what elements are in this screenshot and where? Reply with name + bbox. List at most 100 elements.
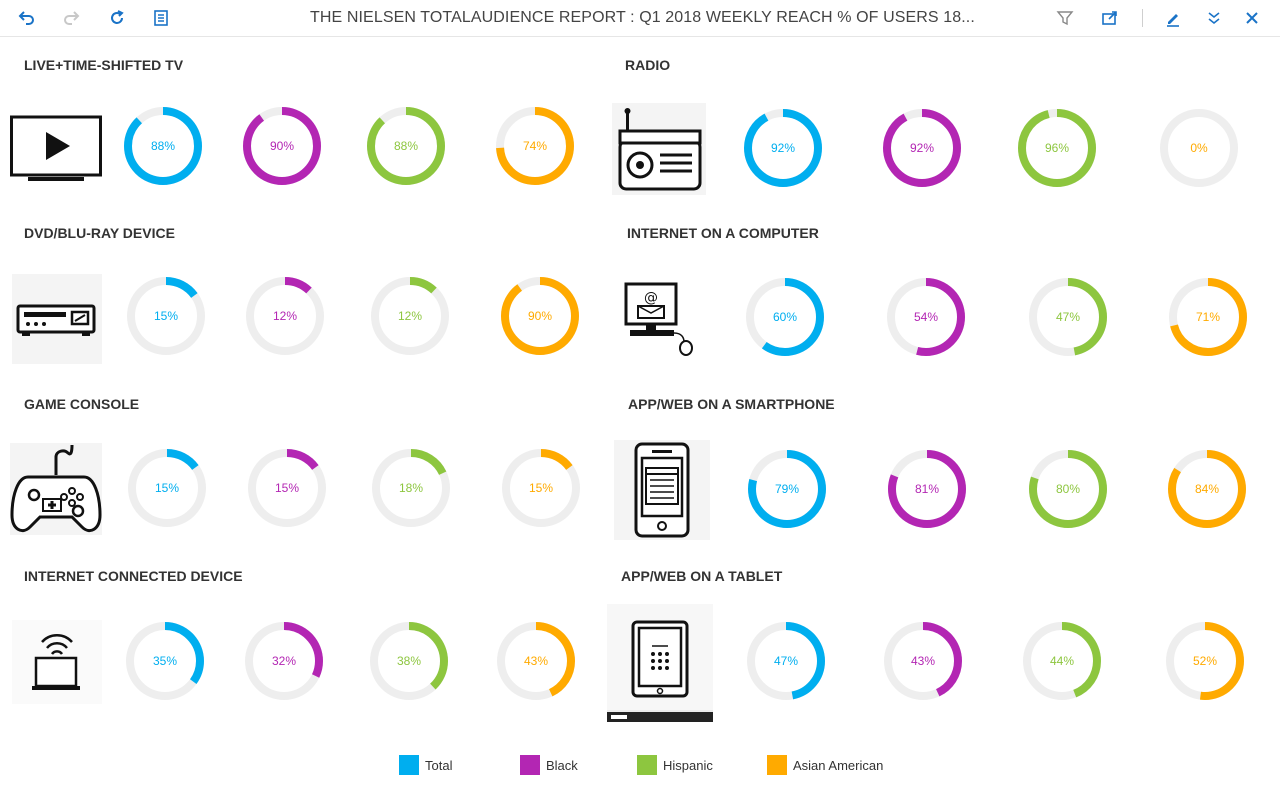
donut-arc	[883, 109, 961, 187]
section-title-tablet: APP/WEB ON A TABLET	[621, 568, 783, 584]
connected-device-icon	[12, 620, 102, 709]
donut-track	[748, 450, 826, 528]
donut-arc	[371, 277, 449, 355]
donut-connected-device-total[interactable]: 35%	[126, 622, 204, 700]
donut-game-console-hispanic[interactable]: 18%	[372, 449, 450, 527]
undo-icon[interactable]	[14, 6, 38, 30]
donut-value-label: 71%	[1196, 310, 1220, 324]
refresh-icon[interactable]	[105, 6, 129, 30]
donut-tablet-total[interactable]: 47%	[747, 622, 825, 700]
donut-arc	[245, 622, 323, 700]
donut-arc	[126, 622, 204, 700]
legend-swatch-total	[399, 755, 419, 775]
donut-live-tv-black[interactable]: 90%	[243, 107, 321, 185]
donut-arc	[127, 277, 205, 355]
donut-track	[367, 107, 445, 185]
donut-track	[883, 109, 961, 187]
donut-game-console-total[interactable]: 15%	[128, 449, 206, 527]
donut-dvd-total[interactable]: 15%	[127, 277, 205, 355]
donut-game-console-asian-american[interactable]: 15%	[502, 449, 580, 527]
legend-item-black[interactable]: Black	[520, 754, 578, 776]
donut-value-label: 88%	[151, 139, 175, 153]
legend-swatch-black	[520, 755, 540, 775]
donut-value-label: 80%	[1056, 482, 1080, 496]
list-icon[interactable]	[149, 6, 173, 30]
donut-radio-asian-american[interactable]: 0%	[1160, 109, 1238, 187]
donut-arc	[746, 278, 824, 356]
legend-item-hispanic[interactable]: Hispanic	[637, 754, 713, 776]
redo-icon[interactable]	[60, 6, 84, 30]
donut-track	[243, 107, 321, 185]
donut-arc	[884, 622, 962, 700]
donut-value-label: 84%	[1195, 482, 1219, 496]
donut-smartphone-asian-american[interactable]: 84%	[1168, 450, 1246, 528]
donut-arc	[248, 449, 326, 527]
donut-connected-device-black[interactable]: 32%	[245, 622, 323, 700]
legend-swatch-hispanic	[637, 755, 657, 775]
donut-arc	[501, 277, 579, 355]
legend-swatch-asian-american	[767, 755, 787, 775]
donut-value-label: 15%	[154, 309, 178, 323]
close-icon[interactable]	[1240, 6, 1264, 30]
donut-value-label: 0%	[1190, 141, 1208, 155]
section-title-internet-computer: INTERNET ON A COMPUTER	[627, 225, 819, 241]
donut-game-console-black[interactable]: 15%	[248, 449, 326, 527]
donut-value-label: 32%	[272, 654, 296, 668]
donut-tablet-asian-american[interactable]: 52%	[1166, 622, 1244, 700]
donut-track	[501, 277, 579, 355]
legend-item-total[interactable]: Total	[399, 754, 452, 776]
donut-track	[1166, 622, 1244, 700]
donut-value-label: 43%	[911, 654, 935, 668]
donut-value-label: 81%	[915, 482, 939, 496]
donut-internet-computer-hispanic[interactable]: 47%	[1029, 278, 1107, 356]
share-icon[interactable]	[1098, 6, 1122, 30]
donut-track	[124, 107, 202, 185]
donut-radio-total[interactable]: 92%	[744, 109, 822, 187]
donut-value-label: 38%	[397, 654, 421, 668]
donut-connected-device-hispanic[interactable]: 38%	[370, 622, 448, 700]
donut-track	[371, 277, 449, 355]
donut-track	[496, 107, 574, 185]
donut-arc	[747, 622, 825, 700]
donut-live-tv-total[interactable]: 88%	[124, 107, 202, 185]
donut-arc	[370, 622, 448, 700]
donut-value-label: 90%	[528, 309, 552, 323]
donut-internet-computer-black[interactable]: 54%	[887, 278, 965, 356]
donut-smartphone-total[interactable]: 79%	[748, 450, 826, 528]
donut-smartphone-hispanic[interactable]: 80%	[1029, 450, 1107, 528]
donut-live-tv-hispanic[interactable]: 88%	[367, 107, 445, 185]
donut-radio-hispanic[interactable]: 96%	[1018, 109, 1096, 187]
donut-internet-computer-total[interactable]: 60%	[746, 278, 824, 356]
donut-value-label: 43%	[524, 654, 548, 668]
donut-track	[884, 622, 962, 700]
donut-track	[370, 622, 448, 700]
legend-label-black: Black	[546, 757, 578, 773]
donut-tablet-black[interactable]: 43%	[884, 622, 962, 700]
donut-dvd-hispanic[interactable]: 12%	[371, 277, 449, 355]
tablet-icon	[607, 604, 713, 727]
donut-dvd-black[interactable]: 12%	[246, 277, 324, 355]
donut-connected-device-asian-american[interactable]: 43%	[497, 622, 575, 700]
legend-item-asian-american[interactable]: Asian American	[767, 754, 883, 776]
edit-icon[interactable]	[1161, 6, 1185, 30]
donut-internet-computer-asian-american[interactable]: 71%	[1169, 278, 1247, 356]
section-title-connected-device: INTERNET CONNECTED DEVICE	[24, 568, 243, 584]
tv-icon	[10, 112, 102, 187]
legend-label-hispanic: Hispanic	[663, 757, 713, 773]
donut-value-label: 88%	[394, 139, 418, 153]
donut-track	[1160, 109, 1238, 187]
donut-value-label: 15%	[155, 481, 179, 495]
donut-arc	[744, 109, 822, 187]
donut-tablet-hispanic[interactable]: 44%	[1023, 622, 1101, 700]
donut-track	[1029, 278, 1107, 356]
donut-arc	[367, 107, 445, 185]
donut-dvd-asian-american[interactable]: 90%	[501, 277, 579, 355]
filter-icon[interactable]	[1053, 6, 1077, 30]
collapse-icon[interactable]	[1202, 6, 1226, 30]
donut-live-tv-asian-american[interactable]: 74%	[496, 107, 574, 185]
section-title-live-tv: LIVE+TIME-SHIFTED TV	[24, 57, 184, 73]
donut-value-label: 12%	[398, 309, 422, 323]
donut-smartphone-black[interactable]: 81%	[888, 450, 966, 528]
donut-radio-black[interactable]: 92%	[883, 109, 961, 187]
donut-value-label: 12%	[273, 309, 297, 323]
